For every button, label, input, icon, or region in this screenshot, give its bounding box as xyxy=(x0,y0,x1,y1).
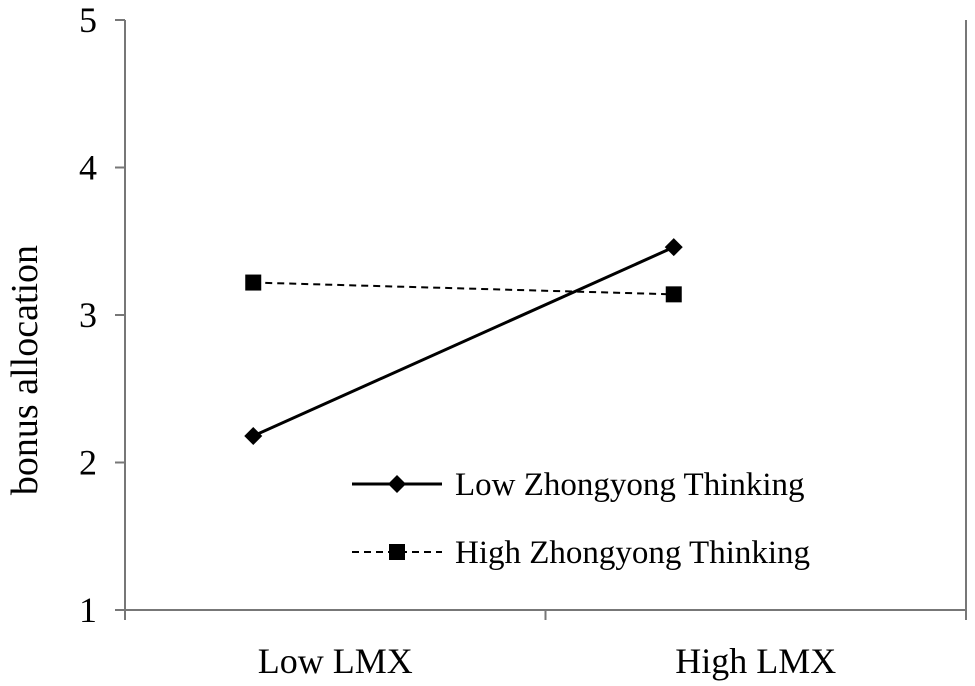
series-line xyxy=(252,245,675,438)
legend-item: High Zhongyong Thinking xyxy=(352,535,810,571)
x-axis-ticks: Low LMX High LMX xyxy=(124,610,967,681)
legend-item: Low Zhongyong Thinking xyxy=(352,467,805,503)
y-tick-label: 5 xyxy=(79,0,97,40)
legend-label: Low Zhongyong Thinking xyxy=(455,467,805,503)
legend: Low Zhongyong Thinking High Zhongyong Thi… xyxy=(352,467,810,571)
data-point-marker xyxy=(245,274,262,291)
legend-marker-swatch xyxy=(389,544,405,560)
y-axis-ticks: 1 2 3 4 5 xyxy=(79,0,125,630)
x-category-label: Low LMX xyxy=(258,641,413,681)
series-high-zhongyong xyxy=(245,274,682,303)
y-axis: 1 2 3 4 5 xyxy=(79,0,126,630)
y-tick-label: 2 xyxy=(79,443,97,483)
legend-marker-swatch xyxy=(388,475,406,493)
data-point-marker xyxy=(244,426,263,445)
data-point-marker xyxy=(665,286,682,303)
series-line xyxy=(253,281,674,296)
series-layer xyxy=(244,238,683,445)
y-tick-label: 1 xyxy=(79,590,97,630)
legend-label: High Zhongyong Thinking xyxy=(455,535,810,571)
series-low-zhongyong xyxy=(244,238,683,445)
x-axis: Low LMX High LMX xyxy=(124,609,967,681)
y-axis-title: bonus allocation xyxy=(4,245,46,495)
x-category-label: High LMX xyxy=(675,641,836,681)
data-point-marker xyxy=(664,238,683,257)
y-tick-label: 3 xyxy=(79,295,97,335)
y-tick-label: 4 xyxy=(79,148,97,188)
